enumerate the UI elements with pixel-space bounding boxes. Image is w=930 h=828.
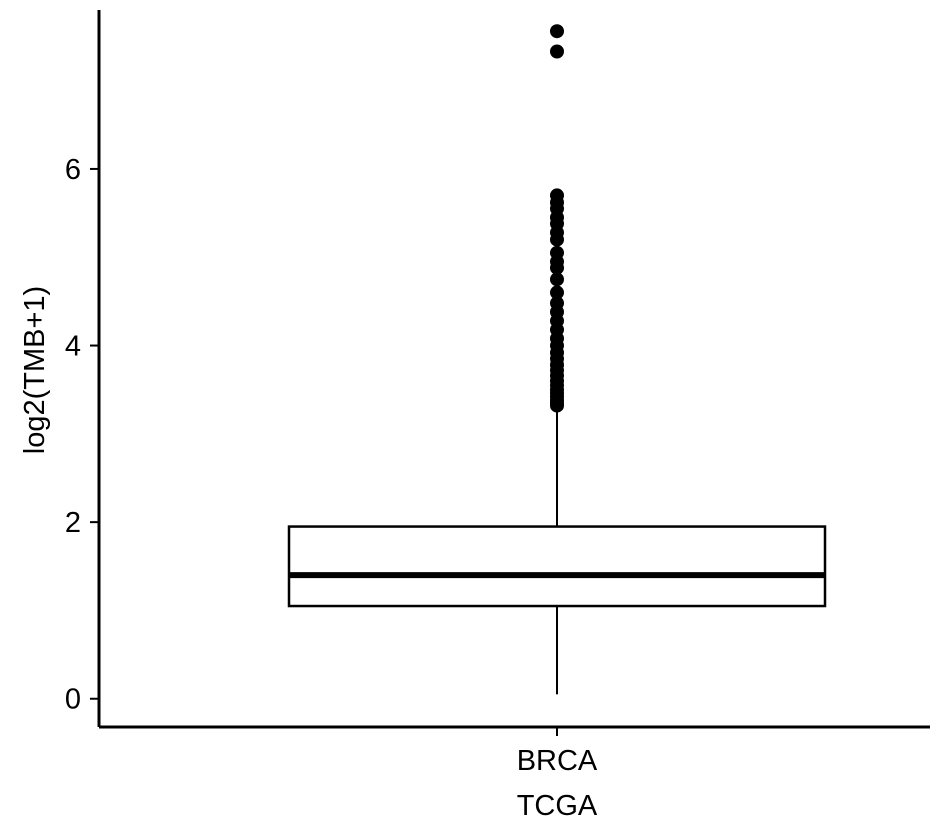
y-axis-ticks: 0 2 4 6 <box>65 154 99 716</box>
outlier-point <box>550 188 564 203</box>
outlier-point <box>550 285 564 300</box>
y-tick-label: 4 <box>65 331 81 363</box>
outlier-point <box>550 24 564 39</box>
y-tick-label: 2 <box>65 507 81 539</box>
x-tick-label: BRCA <box>517 745 598 777</box>
y-tick-label: 0 <box>65 684 81 716</box>
y-tick-label: 6 <box>65 154 81 186</box>
iqr-box <box>287 525 827 608</box>
outlier-point <box>550 44 564 59</box>
outlier-point <box>550 272 564 287</box>
y-axis-title: log2(TMB+1) <box>19 286 51 454</box>
x-axis-ticks: BRCA <box>517 727 598 777</box>
outlier-point <box>550 245 564 260</box>
plot-area <box>287 24 827 695</box>
outlier-point <box>550 296 564 311</box>
x-axis-title: TCGA <box>517 790 598 822</box>
